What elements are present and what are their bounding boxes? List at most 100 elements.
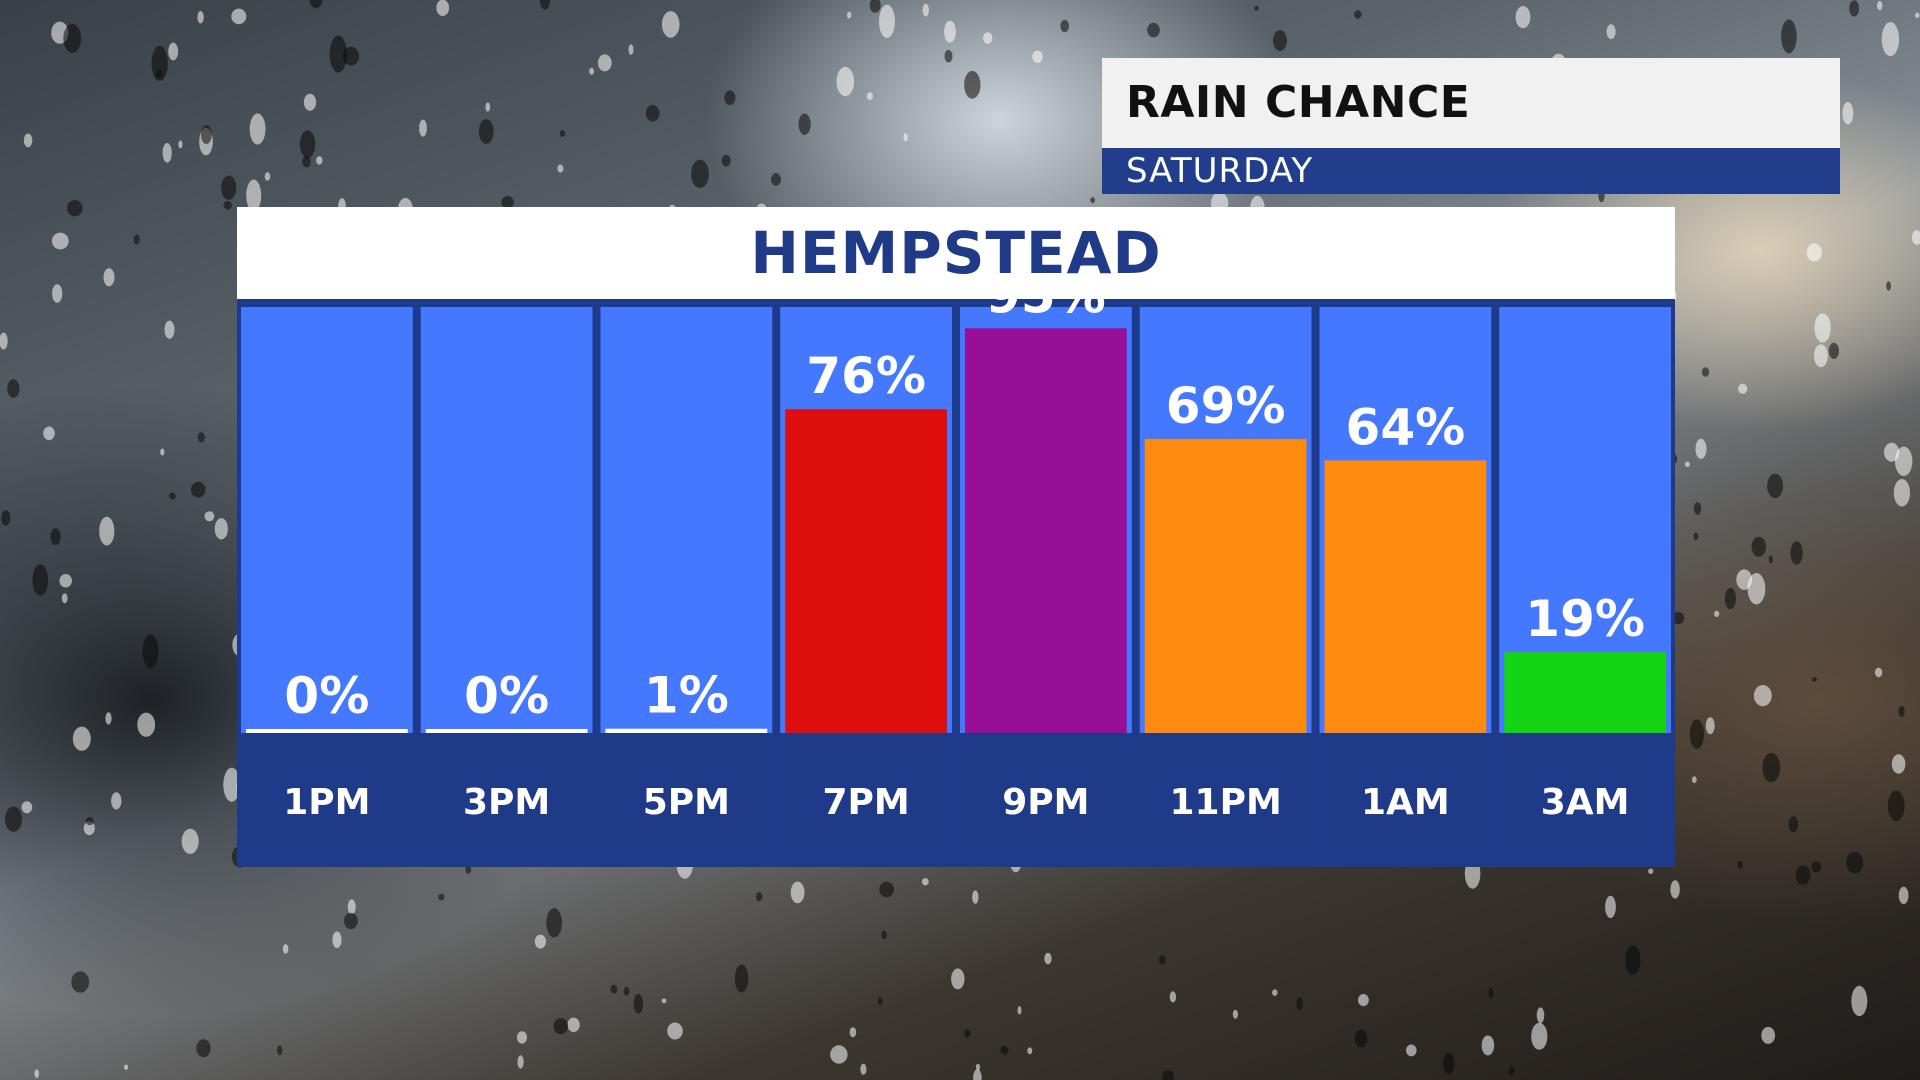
raindrop [299,130,316,159]
bar [246,729,408,733]
raindrop [534,934,547,949]
raindrop [51,232,69,250]
category-cell [241,733,413,855]
raindrop [1625,945,1641,975]
raindrop [1714,610,1720,618]
raindrop [478,119,494,144]
raindrop [164,320,175,339]
raindrop [557,164,564,173]
raindrop [181,828,199,854]
raindrop [964,70,981,99]
bar [1144,439,1307,733]
category-cell [1499,733,1671,855]
raindrop [63,23,82,53]
raindrop [1648,868,1654,874]
raindrop [190,481,206,498]
raindrop [302,156,311,168]
raindrop [221,175,237,200]
raindrop [1753,685,1772,707]
category-cell [1319,733,1492,855]
raindrop [1842,102,1854,125]
raindrop [1891,754,1906,774]
category-label: 3AM [1541,782,1630,823]
raindrop [1881,21,1900,57]
raindrop [1044,952,1052,965]
bar [425,729,588,733]
raindrop [1898,886,1909,905]
header-title-box: RAIN CHANCE [1102,58,1840,148]
raindrop [597,54,612,72]
raindrop [1691,776,1697,783]
raindrop [1017,1006,1022,1015]
raindrop [162,143,172,163]
plot-area: 0% 1PM 0% 3PM 1% 5PM 76% 7PM 95% 9PM 69% 11PM 64% 1AM… [237,299,1675,867]
header-title: RAIN CHANCE [1126,77,1471,128]
raindrop [1406,1044,1417,1057]
raindrop [1724,587,1736,610]
raindrop [1515,6,1531,29]
raindrop [264,172,271,181]
raindrop [332,931,342,949]
raindrop [105,712,112,725]
raindrop [1762,752,1781,783]
raindrop [223,767,241,802]
raindrop [1606,24,1616,40]
raindrop [142,634,159,669]
raindrop [691,159,709,189]
raindrop [1605,895,1616,919]
raindrop [1443,1052,1455,1075]
raindrop [964,1029,971,1038]
column-background [600,307,773,733]
raindrop [231,8,247,25]
raindrop [610,984,618,994]
raindrop [1849,0,1859,17]
raindrop [1672,612,1685,625]
raindrop [1000,1045,1009,1055]
raindrop [1812,677,1817,682]
raindrop [4,806,23,832]
bar-value-label: 69% [1166,377,1286,435]
raindrop [501,195,514,209]
raindrop [7,379,20,398]
raindrop [1027,1047,1033,1055]
raindrop [1737,860,1743,869]
raindrop [667,1022,683,1040]
raindrop [1767,473,1784,499]
raindrop [52,284,63,303]
raindrop [1701,367,1710,377]
raindrop [23,133,33,148]
category-cell [600,733,773,855]
column-background [241,307,413,733]
raindrop [633,993,644,1014]
category-cell [780,733,952,855]
raindrop [903,133,908,142]
raindrop [1273,30,1287,51]
raindrop [983,32,993,44]
raindrop [309,0,323,8]
raindrop [1738,383,1748,394]
raindrop [1169,991,1177,1003]
category-label: 1AM [1361,782,1450,823]
raindrop [1768,555,1773,564]
raindrop [1898,706,1905,718]
raindrop [944,49,953,63]
raindrop [517,1055,524,1069]
raindrop [1915,12,1920,19]
raindrop [623,986,630,996]
raindrop [879,881,895,898]
bar [965,328,1127,733]
raindrop [921,878,929,886]
category-cell [960,733,1132,855]
raindrop [50,528,61,546]
raindrop [303,93,317,111]
raindrop [1761,1026,1776,1044]
raindrop [1788,816,1799,833]
raindrop [1684,461,1690,468]
raindrop [83,821,95,836]
raindrop [160,448,165,456]
raindrop [771,173,781,186]
raindrop [1158,954,1166,965]
raindrop [347,899,356,915]
raindrop [951,968,965,990]
raindrop [1695,438,1707,459]
